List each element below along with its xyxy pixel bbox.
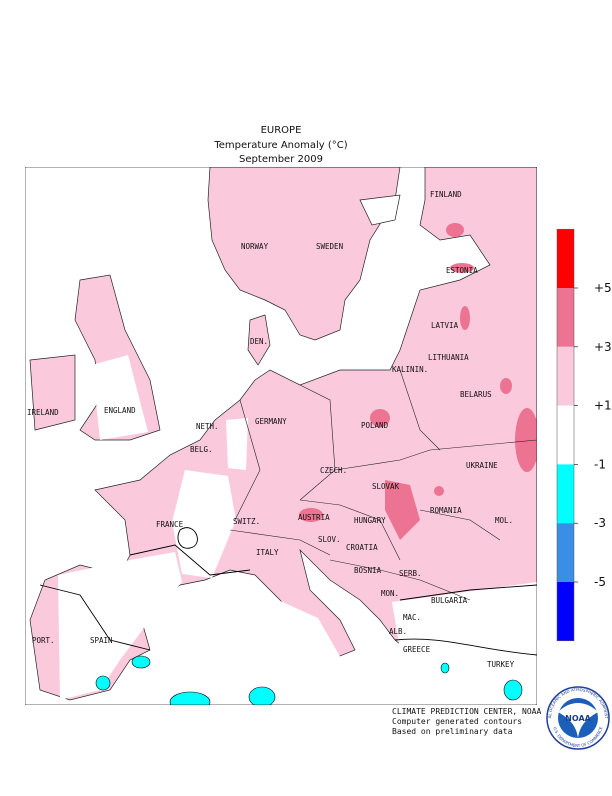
country-label: UKRAINE — [466, 461, 498, 470]
map-title: Temperature Anomaly (°C) — [213, 140, 347, 151]
country-label: ESTONIA — [446, 266, 478, 275]
country-label: POLAND — [361, 421, 389, 430]
legend-swatch — [557, 346, 574, 406]
legend-tick-label: +1 — [594, 399, 612, 413]
country-label: NETH. — [196, 422, 219, 431]
country-label: SLOV. — [318, 535, 341, 544]
country-label: GREECE — [403, 645, 431, 654]
country-label: AUSTRIA — [298, 513, 330, 522]
country-label: ROMANIA — [430, 506, 462, 515]
country-label: IRELAND — [27, 408, 59, 417]
country-label: BELG. — [190, 445, 213, 454]
country-label: BOSNIA — [354, 566, 382, 575]
country-label: DEN. — [250, 337, 268, 346]
country-label: CZECH. — [320, 466, 347, 475]
legend-tick-label: -5 — [594, 575, 606, 589]
country-label: SWEDEN — [316, 242, 343, 251]
legend-swatch — [557, 405, 574, 465]
legend-tick-label: -1 — [594, 457, 606, 471]
footer-line: Based on preliminary data — [392, 727, 513, 736]
country-label: SWITZ. — [233, 517, 260, 526]
country-label: NORWAY — [241, 242, 269, 251]
country-label: MAC. — [403, 613, 421, 622]
country-label: KALININ. — [392, 365, 428, 374]
country-label: SLOVAK — [372, 482, 400, 491]
footer-line: CLIMATE PREDICTION CENTER, NOAA — [392, 707, 541, 716]
country-label: MON. — [381, 589, 399, 598]
country-label: FRANCE — [156, 520, 184, 529]
legend-swatch — [557, 288, 574, 347]
country-label: ALB. — [389, 627, 407, 636]
legend-tick-label: -3 — [594, 516, 606, 530]
country-label: LATVIA — [431, 321, 459, 330]
country-labels: FINLAND NORWAY SWEDEN ESTONIA LATVIA DEN… — [27, 190, 515, 669]
country-label: ITALY — [256, 548, 279, 557]
country-label: GERMANY — [255, 417, 287, 426]
country-label: TURKEY — [487, 660, 515, 669]
country-label: BULGARIA — [431, 596, 468, 605]
country-label: SERB. — [399, 569, 422, 578]
period: September 2009 — [239, 154, 323, 165]
country-label: ENGLAND — [104, 406, 136, 415]
country-label: PORT. — [32, 636, 55, 645]
country-label: BELARUS — [460, 390, 492, 399]
country-label: FINLAND — [430, 190, 462, 199]
legend-swatch — [557, 523, 574, 582]
footer-line: Computer generated contours — [392, 717, 522, 726]
legend: +5 +3 +1 -1 -3 -5 — [556, 228, 612, 642]
legend-swatch — [557, 464, 574, 524]
logo-name: NOAA — [565, 714, 591, 723]
legend-tick-label: +5 — [594, 281, 612, 295]
map-area — [25, 167, 537, 705]
legend-tick-label: +3 — [594, 340, 612, 354]
region-title: EUROPE — [261, 125, 302, 136]
legend-frame — [556, 228, 575, 642]
country-label: CROATIA — [346, 543, 378, 552]
country-label: MOL. — [495, 516, 513, 525]
legend-swatch — [557, 582, 574, 641]
country-label: LITHUANIA — [428, 353, 469, 362]
country-label: SPAIN — [90, 636, 113, 645]
country-label: HUNGARY — [354, 516, 386, 525]
legend-swatch — [557, 229, 574, 288]
